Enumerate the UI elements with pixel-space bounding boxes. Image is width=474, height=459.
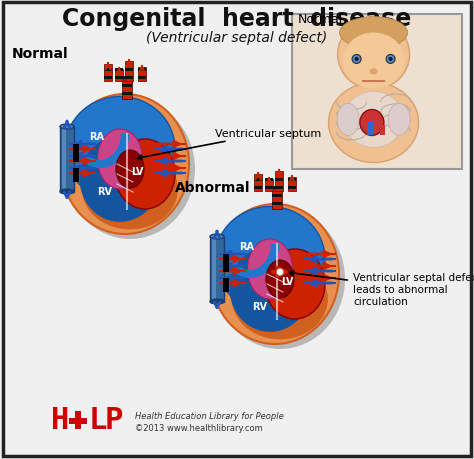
Bar [288,178,296,191]
Text: RV: RV [98,187,112,196]
Text: P: P [105,406,123,435]
Bar [210,237,224,302]
Text: RA: RA [90,132,104,142]
Ellipse shape [339,17,408,50]
Bar [288,179,296,182]
Ellipse shape [230,247,310,332]
Ellipse shape [65,97,175,202]
Ellipse shape [115,140,175,210]
Bar [272,187,282,190]
Ellipse shape [337,104,359,136]
Text: L: L [89,406,107,435]
Bar [104,65,112,82]
Bar [138,69,146,72]
Bar [212,239,216,300]
Ellipse shape [65,100,195,240]
Bar [104,69,112,72]
Bar [254,179,262,182]
Bar [275,179,283,182]
Text: H: H [51,406,69,435]
Ellipse shape [210,299,224,304]
Bar [223,279,229,292]
Bar [254,187,262,190]
Ellipse shape [386,56,395,64]
Text: Ventricular septum: Ventricular septum [137,129,321,160]
Ellipse shape [370,69,378,75]
Bar [275,172,283,191]
Bar [104,77,112,80]
Bar [69,418,87,424]
Text: Abnormal: Abnormal [175,180,250,195]
Ellipse shape [211,205,339,344]
Ellipse shape [355,58,359,62]
Text: Normal: Normal [298,13,343,26]
Ellipse shape [247,240,292,299]
Bar [275,187,283,190]
Ellipse shape [82,150,177,230]
Bar [265,179,273,182]
Ellipse shape [265,249,325,319]
Bar [73,168,79,183]
Bar [125,77,133,80]
Bar [138,77,146,80]
Ellipse shape [98,130,143,190]
Text: ©2013 www.healthlibrary.com: ©2013 www.healthlibrary.com [135,424,263,432]
Bar [60,127,74,192]
Bar [288,187,296,190]
Text: LV: LV [281,276,293,286]
Ellipse shape [276,269,283,276]
Bar [125,69,133,72]
Text: LV: LV [131,167,143,177]
Bar [125,62,133,82]
Bar [115,70,123,82]
Text: Health Education Library for People: Health Education Library for People [135,412,284,420]
Text: Congenital  heart  disease: Congenital heart disease [63,7,411,31]
Bar [292,15,462,170]
Text: RV: RV [253,302,267,311]
Ellipse shape [60,125,74,129]
Bar [381,126,385,135]
Bar [223,254,229,272]
Ellipse shape [60,190,74,195]
Ellipse shape [337,20,410,90]
Text: Normal: Normal [12,47,69,61]
Text: (Ventricular septal defect): (Ventricular septal defect) [146,31,328,45]
Bar [62,129,65,190]
Bar [122,78,132,100]
Bar [265,179,273,191]
Ellipse shape [61,95,189,235]
Bar [122,93,132,96]
Ellipse shape [352,56,361,64]
Ellipse shape [343,34,405,90]
Ellipse shape [389,58,392,62]
Bar [265,187,273,190]
Bar [272,188,282,210]
Ellipse shape [266,260,294,298]
Ellipse shape [210,235,224,240]
Ellipse shape [344,92,403,148]
Ellipse shape [215,207,325,312]
Bar [75,411,81,429]
Ellipse shape [80,137,160,222]
Bar [115,69,123,72]
Ellipse shape [233,259,328,339]
Bar [73,145,79,162]
Ellipse shape [360,110,384,136]
Bar [138,68,146,82]
Text: Ventricular septal defect
leads to abnormal
circulation: Ventricular septal defect leads to abnor… [290,271,474,306]
Bar [254,174,262,191]
Bar [272,195,282,197]
Ellipse shape [388,104,410,136]
Bar [122,85,132,88]
Bar [272,202,282,206]
Ellipse shape [328,84,419,163]
Ellipse shape [116,151,144,189]
Bar [115,77,123,80]
Text: RA: RA [239,241,255,252]
Ellipse shape [215,210,345,349]
Bar [122,77,132,80]
Bar [367,122,373,135]
